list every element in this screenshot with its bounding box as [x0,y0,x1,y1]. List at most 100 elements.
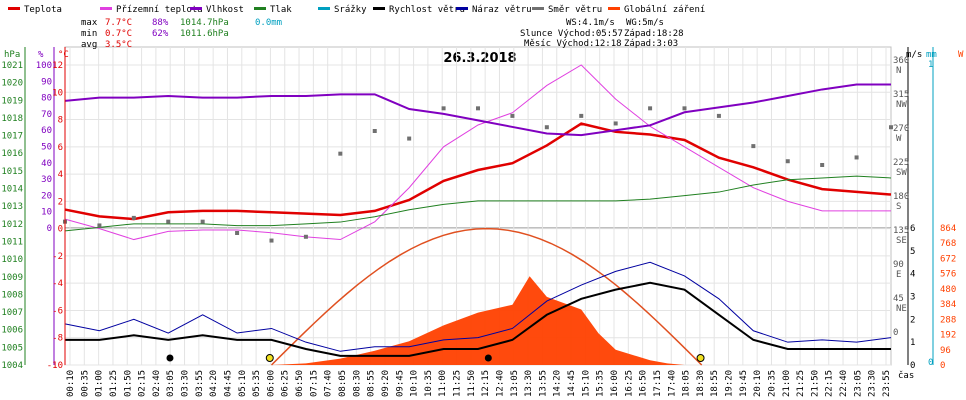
tick-pct: 80 [41,94,52,104]
tick-time: 01:50 [123,370,133,397]
chart-title: 26.3.2018 [443,51,516,66]
series-Teplota [64,122,892,221]
axis-unit-w: W [958,50,964,60]
tick-dir: 360 [893,56,909,66]
series-Tlak [64,175,892,232]
clear-sky-curve [270,227,703,366]
legend-swatch [254,7,266,10]
wind-dir-point [97,223,102,228]
stat-min-press: 1011.6hPa [180,29,229,39]
tick-time: 09:45 [395,370,405,397]
tick-time: 15:35 [596,370,606,397]
tick-time: 23:55 [882,370,892,397]
tick-hpa: 1019 [1,96,23,106]
tick-time: 10:35 [424,370,434,397]
stat-min-label: min [81,29,97,39]
wind-dir-point [544,125,549,130]
axis-unit-mm: mm [926,50,937,60]
tick-pct: 90 [41,77,52,87]
tick-time: 06:00 [266,370,276,397]
wind-dir-point [441,106,446,111]
tick-ms: 2 [910,315,915,325]
series-Rychlost větru [65,281,891,357]
tick-time: 23:05 [853,370,863,397]
tick-w: 672 [940,254,956,264]
wind-dir-point [338,151,343,156]
tick-hpa: 1015 [1,167,23,177]
tick-time: 20:10 [753,370,763,397]
legend-swatch [608,7,620,10]
tick-time: 03:30 [181,370,191,397]
tick-time: 11:50 [467,370,477,397]
series-Přízemní teplota [64,64,891,241]
tick-time: 12:40 [495,370,505,397]
legend-label: Náraz větru [472,5,532,15]
legend-label: Srážky [334,5,367,15]
tick-time: 16:50 [639,370,649,397]
tick-hpa: 1011 [1,237,23,247]
moonset-marker [166,354,174,362]
info-sun: Slunce Východ:05:57 [520,29,623,39]
tick-time: 21:00 [782,370,792,397]
axis-label-time: čas [898,370,914,381]
legend-label: Směr větru [548,5,602,15]
tick-time: 13:30 [524,370,534,397]
stat-max-rain: 0.0mm [255,18,282,28]
wind-dir-point [200,219,205,224]
tick-w: 864 [940,224,956,234]
legend-swatch [532,7,544,10]
wind-dir-point [785,159,790,164]
tick-w: 96 [940,346,951,356]
tick-time: 03:55 [195,370,205,397]
tick-dir-name: E [896,270,901,280]
tick-time: 00:10 [66,370,76,397]
tick-time: 13:55 [538,370,548,397]
tick-hpa: 1016 [1,149,23,159]
sunset-marker [696,354,705,362]
wind-dir-point [648,106,653,111]
legend-label: Tlak [270,5,292,15]
tick-dir: 270 [893,124,909,134]
info-moonset: Západ:3:03 [624,39,678,49]
tick-time: 19:20 [725,370,735,397]
tick-hpa: 1014 [1,185,23,195]
tick-c: -6 [52,306,63,316]
tick-time: 14:45 [567,370,577,397]
legend-swatch [373,7,385,10]
tick-time: 22:15 [825,370,835,397]
tick-time: 09:20 [381,370,391,397]
stat-max-press: 1014.7hPa [180,18,229,28]
tick-c: 12 [52,61,63,71]
tick-time: 02:15 [138,370,148,397]
tick-time: 22:40 [839,370,849,397]
tick-time: 05:10 [238,370,248,397]
tick-ms: 4 [910,270,915,280]
tick-hpa: 1008 [1,290,23,300]
tick-time: 17:15 [653,370,663,397]
moonrise-marker [484,354,492,362]
tick-pct: 40 [41,159,52,169]
wind-dir-point [716,113,721,118]
tick-w: 0 [940,361,945,371]
tick-hpa: 1005 [1,343,23,353]
tick-ms: 3 [910,293,915,303]
wind-dir-point [889,125,893,130]
tick-pct: 70 [41,110,52,120]
info-wg: WG:5m/s [626,18,664,28]
axis-unit-ms: m/s [906,50,922,60]
tick-time: 18:30 [696,370,706,397]
tick-dir: 90 [893,260,904,270]
tick-dir: 45 [893,294,904,304]
tick-hpa: 1013 [1,202,23,212]
axis-unit-pct: % [38,50,44,60]
wind-dir-point [235,231,240,235]
tick-pct: 10 [41,208,52,218]
tick-w: 576 [940,270,956,280]
tick-time: 16:25 [624,370,634,397]
tick-time: 07:15 [309,370,319,397]
legend-label: Přízemní teplota [116,5,203,15]
tick-time: 00:35 [80,370,90,397]
tick-time: 13:05 [510,370,520,397]
tick-time: 06:25 [281,370,291,397]
